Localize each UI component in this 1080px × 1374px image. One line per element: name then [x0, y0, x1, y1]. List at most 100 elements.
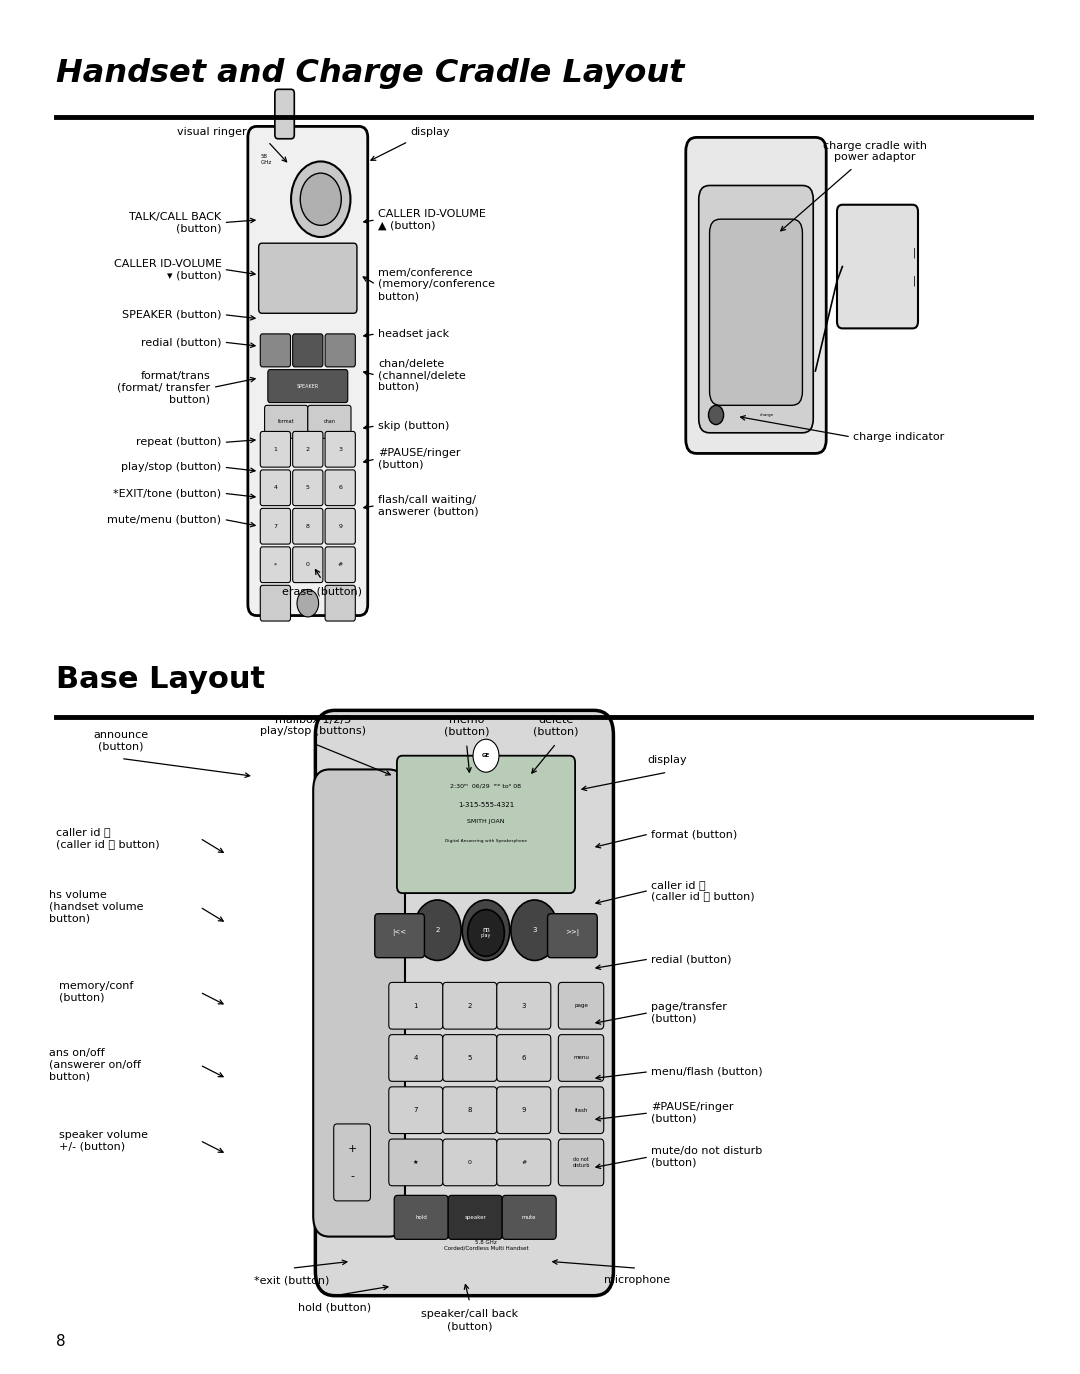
FancyBboxPatch shape	[274, 89, 294, 139]
FancyBboxPatch shape	[260, 431, 291, 467]
Text: 1-315-555-4321: 1-315-555-4321	[458, 802, 514, 808]
FancyBboxPatch shape	[260, 470, 291, 506]
FancyBboxPatch shape	[247, 126, 367, 616]
Text: *: *	[274, 562, 276, 567]
Text: #: #	[522, 1160, 526, 1165]
Circle shape	[414, 900, 461, 960]
Text: |<<: |<<	[392, 929, 407, 937]
Text: redial (button): redial (button)	[651, 954, 732, 965]
FancyBboxPatch shape	[325, 431, 355, 467]
Text: 0: 0	[468, 1160, 472, 1165]
Text: speaker volume
+/- (button): speaker volume +/- (button)	[59, 1129, 148, 1151]
Text: format: format	[278, 419, 295, 425]
FancyBboxPatch shape	[389, 1087, 443, 1134]
FancyBboxPatch shape	[313, 769, 405, 1237]
Text: 5: 5	[468, 1055, 472, 1061]
FancyBboxPatch shape	[502, 1195, 556, 1239]
FancyBboxPatch shape	[293, 431, 323, 467]
Text: ★: ★	[413, 1160, 419, 1165]
FancyBboxPatch shape	[443, 1035, 497, 1081]
Text: page/transfer
(button): page/transfer (button)	[651, 1002, 727, 1024]
Text: >>|: >>|	[565, 929, 580, 937]
Text: 8: 8	[306, 523, 310, 529]
Text: 1: 1	[273, 447, 278, 452]
FancyBboxPatch shape	[315, 710, 613, 1296]
Text: 5.8 GHz
Corded/Cordless Multi Handset: 5.8 GHz Corded/Cordless Multi Handset	[444, 1239, 528, 1250]
Text: mailbox 1/2/3
play/stop (buttons): mailbox 1/2/3 play/stop (buttons)	[260, 714, 366, 736]
Text: +: +	[348, 1143, 356, 1154]
Text: skip (button): skip (button)	[378, 420, 449, 431]
FancyBboxPatch shape	[497, 982, 551, 1029]
FancyBboxPatch shape	[389, 982, 443, 1029]
Text: 2:30ᵐ  06/29  ᵐᵒ toᵒ 08: 2:30ᵐ 06/29 ᵐᵒ toᵒ 08	[450, 783, 522, 789]
FancyBboxPatch shape	[265, 405, 308, 438]
FancyBboxPatch shape	[443, 1087, 497, 1134]
FancyBboxPatch shape	[394, 1195, 448, 1239]
Text: #: #	[338, 562, 342, 567]
Text: CALLER ID-VOLUME
▾ (button): CALLER ID-VOLUME ▾ (button)	[113, 258, 221, 280]
FancyBboxPatch shape	[558, 1035, 604, 1081]
FancyBboxPatch shape	[443, 1139, 497, 1186]
Ellipse shape	[292, 161, 351, 236]
Text: 9: 9	[338, 523, 342, 529]
Circle shape	[473, 739, 499, 772]
Text: memory/conf
(button): memory/conf (button)	[59, 981, 134, 1003]
FancyBboxPatch shape	[308, 405, 351, 438]
Text: format (button): format (button)	[651, 829, 738, 840]
Text: GE: GE	[482, 753, 490, 758]
FancyBboxPatch shape	[548, 914, 597, 958]
Circle shape	[297, 589, 319, 617]
Text: charge indicator: charge indicator	[853, 431, 944, 442]
FancyBboxPatch shape	[558, 982, 604, 1029]
Text: menu: menu	[573, 1055, 589, 1061]
Text: menu/flash (button): menu/flash (button)	[651, 1066, 762, 1077]
Circle shape	[511, 900, 558, 960]
FancyBboxPatch shape	[448, 1195, 502, 1239]
Text: *EXIT/tone (button): *EXIT/tone (button)	[113, 488, 221, 499]
FancyBboxPatch shape	[558, 1087, 604, 1134]
Text: SPEAKER: SPEAKER	[297, 383, 319, 389]
Text: 9: 9	[522, 1107, 526, 1113]
FancyBboxPatch shape	[293, 470, 323, 506]
Text: microphone: microphone	[604, 1275, 671, 1285]
Text: headset jack: headset jack	[378, 328, 449, 339]
Text: display: display	[410, 128, 450, 137]
Text: SMITH JOAN: SMITH JOAN	[468, 819, 504, 824]
Text: 4: 4	[414, 1055, 418, 1061]
FancyBboxPatch shape	[268, 370, 348, 403]
Text: -: -	[350, 1171, 354, 1182]
Text: 8: 8	[56, 1334, 66, 1349]
FancyBboxPatch shape	[260, 547, 291, 583]
FancyBboxPatch shape	[389, 1139, 443, 1186]
Text: memo
(button): memo (button)	[444, 714, 489, 736]
Text: caller id ⎯
(caller id ⎯ button): caller id ⎯ (caller id ⎯ button)	[651, 879, 755, 901]
Circle shape	[468, 910, 504, 956]
Text: format/trans
(format/ transfer
button): format/trans (format/ transfer button)	[118, 371, 211, 404]
Text: #PAUSE/ringer
(button): #PAUSE/ringer (button)	[651, 1102, 733, 1124]
Text: caller id ⏮
(caller id ⏮ button): caller id ⏮ (caller id ⏮ button)	[56, 827, 160, 849]
FancyBboxPatch shape	[325, 547, 355, 583]
Text: m: m	[483, 927, 489, 933]
Text: hold: hold	[416, 1215, 427, 1220]
Ellipse shape	[300, 173, 341, 225]
Text: speaker: speaker	[464, 1215, 486, 1220]
FancyBboxPatch shape	[497, 1087, 551, 1134]
FancyBboxPatch shape	[293, 547, 323, 583]
Text: erase (button): erase (button)	[282, 587, 362, 596]
Text: delete
(button): delete (button)	[534, 714, 579, 736]
Circle shape	[708, 405, 724, 425]
FancyBboxPatch shape	[389, 1035, 443, 1081]
Text: charge cradle with
power adaptor: charge cradle with power adaptor	[823, 140, 927, 162]
Text: 1: 1	[414, 1003, 418, 1009]
Text: flash/call waiting/
answerer (button): flash/call waiting/ answerer (button)	[378, 495, 478, 517]
Text: 7: 7	[414, 1107, 418, 1113]
FancyBboxPatch shape	[260, 334, 291, 367]
Text: |: |	[913, 275, 916, 286]
FancyBboxPatch shape	[325, 508, 355, 544]
FancyBboxPatch shape	[497, 1139, 551, 1186]
Text: mem/conference
(memory/conference
button): mem/conference (memory/conference button…	[378, 268, 495, 301]
Text: Base Layout: Base Layout	[56, 665, 266, 694]
Text: 4: 4	[273, 485, 278, 491]
FancyBboxPatch shape	[837, 205, 918, 328]
Text: speaker/call back
(button): speaker/call back (button)	[421, 1309, 518, 1331]
